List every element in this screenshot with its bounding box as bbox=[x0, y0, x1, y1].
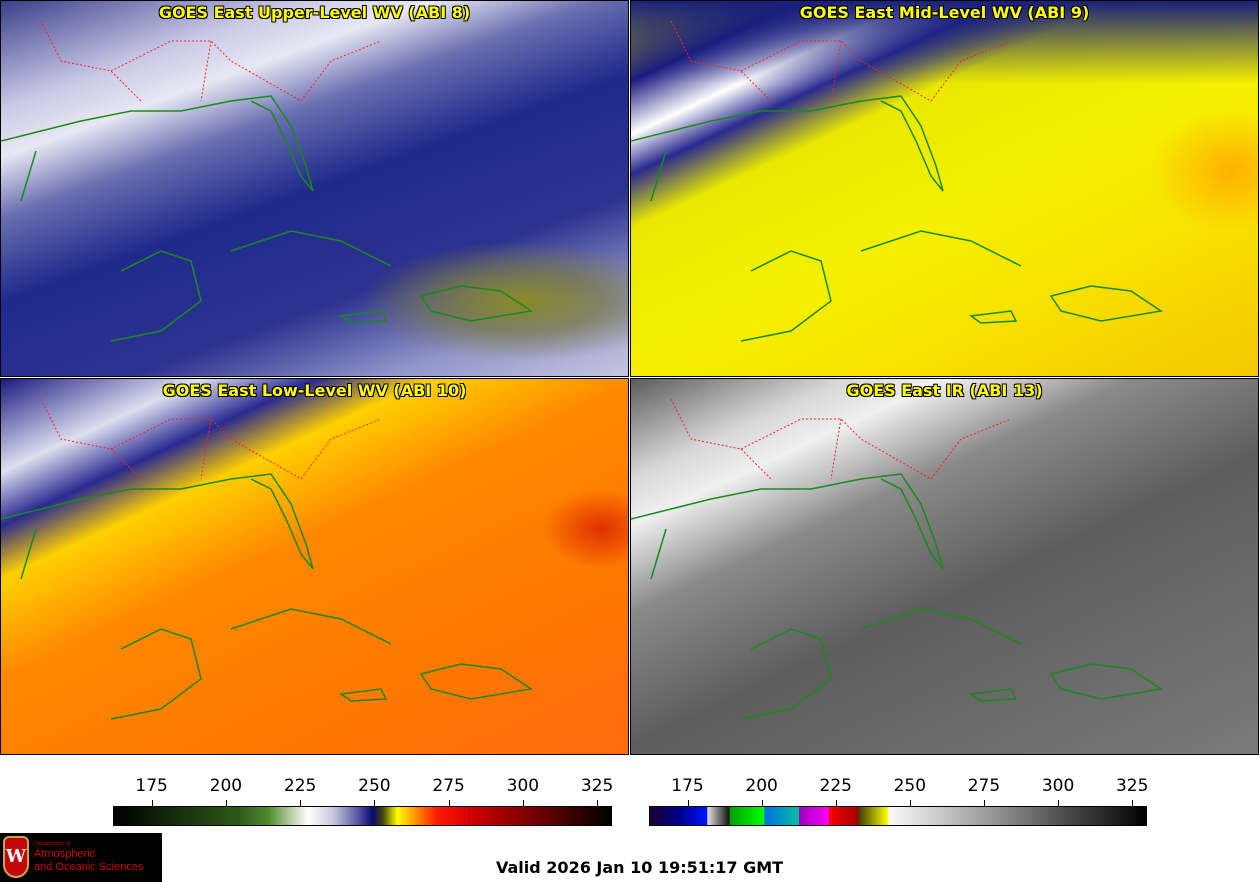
colorbar-tick bbox=[448, 800, 450, 806]
panel-ir: GOES East IR (ABI 13) bbox=[630, 378, 1259, 755]
colorbar-tick bbox=[687, 800, 689, 806]
state-borders bbox=[40, 20, 382, 102]
panel-title: GOES East Low-Level WV (ABI 10) bbox=[162, 381, 467, 400]
coastline bbox=[631, 95, 1163, 342]
colorbar-tick bbox=[151, 800, 153, 806]
coastline bbox=[631, 473, 1163, 720]
colorbar-tick bbox=[835, 800, 837, 806]
state-borders bbox=[670, 398, 1012, 480]
colorbar-tick-label: 325 bbox=[1115, 776, 1149, 796]
colorbar-tick-label: 250 bbox=[358, 776, 391, 796]
colorbar-tick bbox=[1058, 800, 1060, 806]
aos-logo: W Department of Atmospheric and Oceanic … bbox=[0, 833, 162, 882]
map-overlay bbox=[631, 398, 1163, 720]
coastline bbox=[1, 473, 533, 720]
colorbar-tick-label: 300 bbox=[1041, 776, 1075, 796]
colorbar-tick-label: 275 bbox=[967, 776, 1001, 796]
colorbar-tick-label: 300 bbox=[506, 776, 540, 796]
colorbar-tick-label: 225 bbox=[819, 776, 852, 796]
satellite-image bbox=[1, 379, 628, 754]
panel-title: GOES East Mid-Level WV (ABI 9) bbox=[799, 3, 1090, 22]
colorbar-tick bbox=[983, 800, 985, 806]
panel-mid-level-wv: GOES East Mid-Level WV (ABI 9) bbox=[630, 0, 1259, 377]
colorbar-tick-label: 200 bbox=[745, 776, 778, 796]
satellite-image bbox=[1, 1, 628, 376]
colorbar-tick bbox=[522, 800, 524, 806]
colorbar-water-vapor bbox=[113, 806, 612, 826]
colorbar-tick-label: 325 bbox=[580, 776, 614, 796]
colorbar-tick bbox=[761, 800, 763, 806]
colorbar-tick-label: 175 bbox=[135, 776, 168, 796]
map-overlay bbox=[1, 20, 533, 342]
logo-dept: Department of bbox=[34, 841, 71, 847]
colorbar-tick bbox=[909, 800, 911, 806]
logo-line2: and Oceanic Sciences bbox=[34, 861, 144, 873]
map-overlay bbox=[631, 20, 1163, 342]
uw-shield-icon: W bbox=[3, 836, 29, 878]
map-overlay bbox=[1, 398, 533, 720]
logo-line1: Atmospheric bbox=[34, 848, 96, 860]
colorbar-tick-label: 250 bbox=[893, 776, 927, 796]
colorbar-tick bbox=[374, 800, 376, 806]
coastline bbox=[1, 95, 533, 342]
colorbar-infrared bbox=[649, 806, 1147, 826]
panel-upper-level-wv: GOES East Upper-Level WV (ABI 8) bbox=[0, 0, 629, 377]
valid-time: Valid 2026 Jan 10 19:51:17 GMT bbox=[496, 858, 784, 877]
panel-title: GOES East Upper-Level WV (ABI 8) bbox=[158, 3, 471, 22]
satellite-image bbox=[631, 1, 1258, 376]
colorbar-tick bbox=[1132, 800, 1134, 806]
colorbar-tick bbox=[597, 800, 599, 806]
panel-title: GOES East IR (ABI 13) bbox=[846, 381, 1043, 400]
state-borders bbox=[40, 398, 382, 480]
satellite-image bbox=[631, 379, 1258, 754]
colorbar-tick bbox=[225, 800, 227, 806]
panel-low-level-wv: GOES East Low-Level WV (ABI 10) bbox=[0, 378, 629, 755]
colorbar-tick bbox=[300, 800, 302, 806]
state-borders bbox=[670, 20, 1012, 102]
colorbar-tick-label: 225 bbox=[283, 776, 317, 796]
colorbar-tick-label: 175 bbox=[671, 776, 704, 796]
colorbar-tick-label: 275 bbox=[432, 776, 465, 796]
colorbar-tick-label: 200 bbox=[209, 776, 243, 796]
